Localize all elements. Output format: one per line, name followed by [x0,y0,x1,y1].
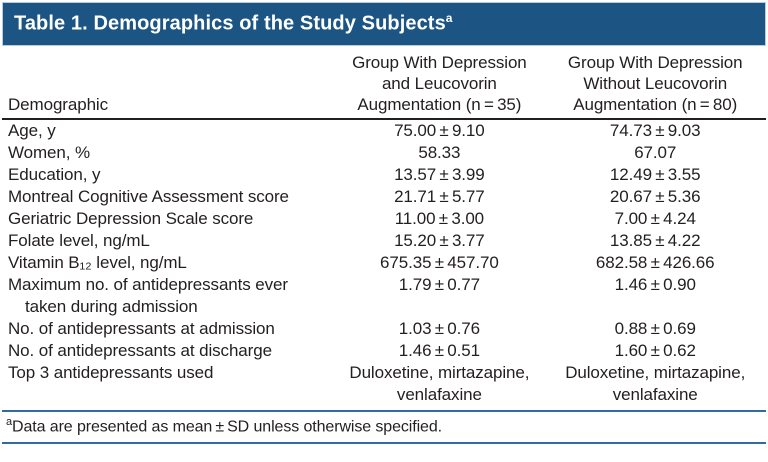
demographic-cell: Maximum no. of antidepressants ever take… [2,274,334,318]
value-cell: 58.33 [418,142,461,162]
value-cell: 682.58 ± 426.66 [595,252,715,272]
table-row: Education, y 13.57 ± 3.99 12.49 ± 3.55 [2,164,766,186]
row-label: Folate level, ng/mL [8,230,150,250]
value-cell: 1.03 ± 0.76 [398,318,480,338]
value-cell: 1.60 ± 0.62 [614,340,696,360]
value-cell: Duloxetine, mirtazapine, venlafaxine [565,362,746,404]
table-title: Table 1. Demographics of the Study Subje… [14,12,446,35]
footnote-superscript: a [6,415,13,428]
demographic-cell: No. of antidepressants at admission [2,318,334,340]
demographic-cell: Top 3 antidepressants used [2,362,334,406]
value-cell: 67.07 [634,142,677,162]
value-cell: 11.00 ± 3.00 [394,208,485,228]
header-line: Augmentation (n = 80) [573,94,738,114]
value-cell: 1.79 ± 0.77 [398,274,480,294]
table-row: No. of antidepressants at discharge 1.46… [2,340,766,362]
header-line: and Leucovorin [381,73,497,93]
header-line: Without Leucovorin [583,73,728,93]
table-row: Women, % 58.33 67.07 [2,142,766,164]
row-label: Women, % [8,142,91,162]
row-label: No. of antidepressants at discharge [8,340,272,360]
column-header-group-with-leucovorin: Group With Depression and Leucovorin Aug… [334,49,545,120]
row-label: Education, y [8,164,101,184]
footnote-text: Data are presented as mean ± SD unless o… [12,417,442,435]
table-footnote: aData are presented as mean ± SD unless … [2,409,766,444]
value-cell: 21.71 ± 5.77 [394,186,485,206]
column-header-group-without-leucovorin: Group With Depression Without Leucovorin… [544,49,766,120]
row-label-line2: taken during admission [25,296,198,316]
header-line: Group With Depression [352,52,527,72]
demographic-cell: Vitamin B₁₂ level, ng/mL [2,252,334,274]
demographic-cell: Geriatric Depression Scale score [2,208,334,230]
row-label: Vitamin B₁₂ level, ng/mL [8,252,187,272]
value-cell: 12.49 ± 3.55 [609,164,701,184]
row-label: Montreal Cognitive Assessment score [8,186,289,206]
table-row: Top 3 antidepressants used Duloxetine, m… [2,362,766,406]
value-cell: 13.85 ± 4.22 [609,230,701,250]
value-cell: 675.35 ± 457.70 [380,252,499,272]
table-row: Geriatric Depression Scale score 11.00 ±… [2,208,766,230]
value-cell: 7.00 ± 4.24 [614,208,696,228]
value-cell: Duloxetine, mirtazapine, venlafaxine [349,362,530,404]
header-row: Demographic Group With Depression and Le… [2,49,766,120]
header-line: Augmentation (n = 35) [357,94,522,114]
table-title-superscript: a [445,11,453,25]
row-label: Geriatric Depression Scale score [8,208,254,228]
row-label: Top 3 antidepressants used [8,362,214,382]
demographics-table: Demographic Group With Depression and Le… [2,49,766,406]
demographic-cell: Education, y [2,164,334,186]
value-cell: 0.88 ± 0.69 [614,318,696,338]
table-row: Age, y 75.00 ± 9.10 74.73 ± 9.03 [2,119,766,142]
demographic-cell: Age, y [2,119,334,142]
column-header-demographic: Demographic [2,49,335,120]
table-row: Folate level, ng/mL 15.20 ± 3.77 13.85 ±… [2,230,766,252]
value-cell: 15.20 ± 3.77 [394,230,485,250]
demographic-cell: Folate level, ng/mL [2,230,334,252]
value-cell: 74.73 ± 9.03 [609,120,701,140]
table-row: Vitamin B₁₂ level, ng/mL 675.35 ± 457.70… [2,252,766,274]
value-cell: 1.46 ± 0.90 [614,274,696,294]
demographic-cell: Women, % [2,142,334,164]
table-row: Montreal Cognitive Assessment score 21.7… [2,186,766,208]
table-row: Maximum no. of antidepressants ever take… [2,274,766,318]
table-body: Age, y 75.00 ± 9.10 74.73 ± 9.03 Women, … [2,119,766,406]
demographic-cell: No. of antidepressants at discharge [2,340,334,362]
demographic-cell: Montreal Cognitive Assessment score [2,186,334,208]
value-cell: 13.57 ± 3.99 [394,164,485,184]
value-cell: 1.46 ± 0.51 [398,340,480,360]
value-cell: 20.67 ± 5.36 [609,186,701,206]
header-line: Group With Depression [567,52,743,72]
value-cell: 75.00 ± 9.10 [394,120,485,140]
row-label: Maximum no. of antidepressants ever [8,274,288,294]
table-header: Demographic Group With Depression and Le… [2,49,766,120]
row-label: No. of antidepressants at admission [8,318,275,338]
table-row: No. of antidepressants at admission 1.03… [2,318,766,340]
row-label: Age, y [8,120,56,140]
table-title-bar: Table 1. Demographics of the Study Subje… [2,2,766,46]
